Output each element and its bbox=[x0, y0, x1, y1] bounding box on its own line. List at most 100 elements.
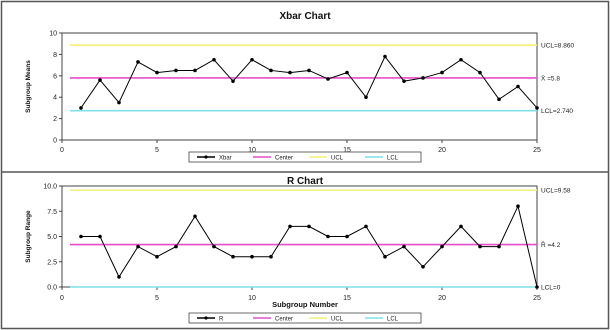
plot-frame bbox=[61, 32, 538, 141]
r-data-point bbox=[326, 234, 330, 239]
xbar-data-point bbox=[79, 106, 83, 110]
legend-label: LCL bbox=[387, 316, 399, 322]
x-tick-label: 0 bbox=[60, 295, 64, 302]
legend-label: Center bbox=[275, 155, 293, 161]
y-tick-label: 4 bbox=[53, 95, 57, 102]
xbar-data-point bbox=[212, 57, 216, 62]
y-tick-label: 2.5 bbox=[47, 259, 57, 266]
r-data-point bbox=[193, 214, 197, 219]
xbar-data-point bbox=[174, 68, 178, 73]
r-data-point bbox=[269, 254, 273, 259]
r-data-point bbox=[421, 265, 425, 269]
r-data-point bbox=[345, 234, 349, 239]
y-axis-label: Subgroup Means bbox=[25, 60, 32, 113]
xbar-center-label: X̄ =5.8 bbox=[541, 74, 560, 82]
xbar-ucl-label: UCL=8.860 bbox=[541, 43, 574, 50]
xbar-data-point bbox=[307, 68, 311, 73]
y-tick-label: 0.0 bbox=[47, 285, 57, 292]
xbar-data-point bbox=[136, 60, 140, 64]
y-axis-label: Subgroup Range bbox=[25, 210, 32, 263]
xbar-data-point bbox=[250, 57, 254, 62]
x-tick-label: 10 bbox=[248, 295, 256, 302]
xbar-data-point bbox=[345, 70, 349, 75]
r-ucl-label: UCL=9.58 bbox=[541, 188, 571, 195]
xbar-data-point bbox=[459, 57, 463, 62]
r-data-point bbox=[117, 275, 121, 279]
y-tick-label: 2 bbox=[53, 116, 57, 123]
r-data-point bbox=[383, 254, 387, 259]
y-tick-label: 5.0 bbox=[47, 234, 57, 241]
y-tick-label: 0 bbox=[53, 138, 57, 145]
x-tick-label: 20 bbox=[438, 147, 446, 154]
x-tick-label: 5 bbox=[155, 147, 159, 154]
chart-title: R Chart bbox=[287, 176, 324, 187]
chart-title: Xbar Chart bbox=[279, 11, 331, 22]
x-tick-label: 20 bbox=[438, 295, 446, 302]
x-tick-label: 5 bbox=[155, 295, 159, 302]
xbar-lcl-label: LCL=2.740 bbox=[541, 108, 573, 115]
r-data-point bbox=[307, 224, 311, 229]
x-axis-label: Subgroup Number bbox=[272, 300, 338, 309]
legend-marker bbox=[204, 155, 208, 159]
y-tick-label: 8 bbox=[53, 52, 57, 59]
r-data-point bbox=[136, 244, 140, 249]
x-tick-label: 15 bbox=[343, 295, 351, 302]
x-tick-label: 0 bbox=[60, 147, 64, 154]
y-tick-label: 10.0 bbox=[43, 184, 57, 191]
y-tick-label: 6 bbox=[53, 73, 57, 80]
xbar-data-point bbox=[440, 70, 444, 75]
r-data-point bbox=[98, 234, 102, 239]
r-data-point bbox=[535, 285, 539, 289]
xbar-data-point bbox=[231, 79, 235, 83]
r-chart-panel: R Chart 0.0 2.5 5.0 7.5 10.0 0 5 10 15 20 25 Subgrou… bbox=[25, 176, 571, 324]
x-tick-label: 25 bbox=[533, 147, 541, 154]
xbar-data-point bbox=[193, 68, 197, 73]
r-data-point bbox=[459, 224, 463, 229]
r-data-point bbox=[212, 244, 216, 249]
xbar-data-point bbox=[535, 106, 539, 110]
y-tick-label: 7.5 bbox=[47, 209, 57, 216]
r-data-point bbox=[364, 224, 368, 229]
xbar-data-point bbox=[421, 76, 425, 80]
r-data-point bbox=[516, 204, 520, 208]
x-tick-label: 15 bbox=[343, 147, 351, 154]
y-tick-label: 10 bbox=[49, 31, 57, 38]
r-data-point bbox=[478, 244, 482, 249]
r-data-point bbox=[155, 254, 159, 259]
legend-label: UCL bbox=[331, 316, 344, 322]
legend-box bbox=[188, 151, 422, 163]
legend-box bbox=[188, 312, 422, 324]
r-data-point bbox=[231, 254, 235, 259]
r-data-point bbox=[497, 244, 501, 249]
xbar-data-point bbox=[497, 97, 501, 102]
xbar-data-point bbox=[98, 78, 102, 82]
legend-label: Center bbox=[275, 316, 293, 322]
xbar-data-point bbox=[326, 77, 330, 81]
r-lcl-label: LCL=0 bbox=[541, 285, 561, 292]
x-tick-label: 10 bbox=[248, 147, 256, 154]
r-data-point bbox=[402, 244, 406, 249]
r-data-point bbox=[79, 234, 83, 239]
legend-label: UCL bbox=[331, 155, 344, 161]
xbar-data-point bbox=[364, 95, 368, 99]
legend-marker bbox=[204, 316, 208, 320]
r-data-point bbox=[174, 244, 178, 249]
xbar-data-point bbox=[478, 70, 482, 75]
xbar-data-point bbox=[269, 68, 273, 73]
xbar-data-point bbox=[288, 70, 292, 75]
xbar-data-point bbox=[383, 54, 387, 59]
r-data-point bbox=[440, 244, 444, 249]
legend-label: Xbar bbox=[219, 155, 232, 161]
r-data-point bbox=[288, 224, 292, 229]
xbar-data-point bbox=[402, 79, 406, 83]
xbar-data-point bbox=[117, 100, 121, 105]
xbar-data-point bbox=[155, 70, 159, 75]
r-data-point bbox=[250, 254, 254, 259]
r-center-label: R̄ =4.2 bbox=[541, 241, 561, 249]
x-tick-label: 25 bbox=[533, 295, 541, 302]
legend-label: LCL bbox=[387, 155, 399, 161]
xbar-data-point bbox=[516, 84, 520, 89]
